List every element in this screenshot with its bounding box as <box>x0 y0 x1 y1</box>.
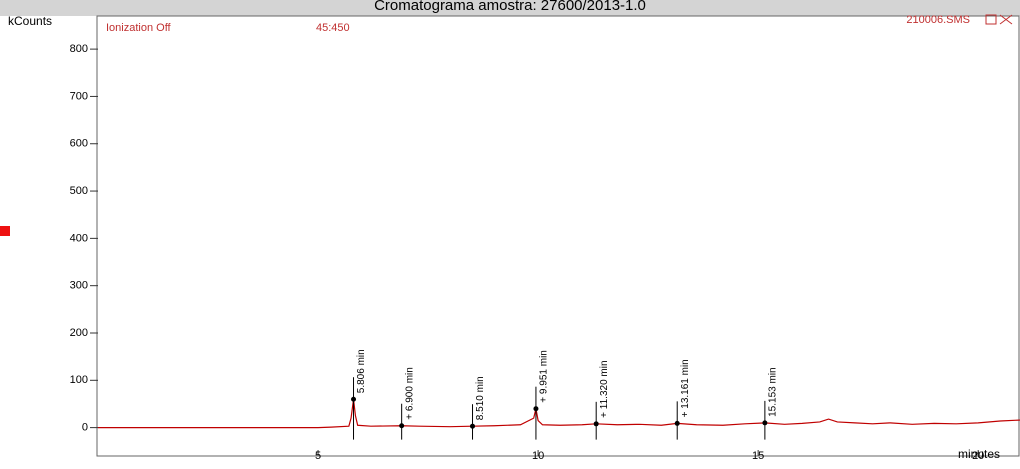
window-icon[interactable] <box>985 14 997 25</box>
peak-dot <box>351 396 357 402</box>
plot-area <box>96 15 1020 457</box>
peak-dot <box>470 423 476 429</box>
peak-dot <box>674 420 680 426</box>
y-tick-label: 0 <box>82 422 88 434</box>
ionization-status: Ionization Off <box>106 22 172 34</box>
close-icon[interactable] <box>999 14 1013 25</box>
peak-label: 8.510 min <box>475 376 486 420</box>
y-tick-label: 300 <box>70 280 88 292</box>
peak-label: + 13.161 min <box>680 359 691 417</box>
mass-range: 45:450 <box>316 22 350 34</box>
x-axis-label: minutes <box>958 447 1000 461</box>
y-axis-label: kCounts <box>8 14 52 28</box>
marker-square <box>0 226 10 236</box>
y-tick-label: 100 <box>70 374 88 386</box>
y-tick-label: 700 <box>70 90 88 102</box>
peak-label: 5.806 min <box>356 349 367 393</box>
y-tick-label: 600 <box>70 138 88 150</box>
peak-label: 15.153 min <box>768 367 779 416</box>
trace <box>98 399 1020 429</box>
x-tick-label: 5 <box>315 450 321 462</box>
title-bar <box>0 0 1020 16</box>
y-tick-label: 200 <box>70 327 88 339</box>
peak-label: + 6.900 min <box>404 367 415 420</box>
peak-label: + 9.951 min <box>539 350 550 403</box>
file-name: 210006.SMS <box>906 14 970 26</box>
peak-dot <box>593 421 599 427</box>
y-tick-label: 500 <box>70 185 88 197</box>
peak-label: + 11.320 min <box>599 360 610 417</box>
y-tick-label: 400 <box>70 232 88 244</box>
x-tick-label: 20 <box>972 450 984 462</box>
peak-dot <box>399 423 405 429</box>
y-tick-label: 800 <box>70 43 88 55</box>
chart-title: Cromatograma amostra: 27600/2013-1.0 <box>374 0 646 14</box>
x-tick-label: 15 <box>752 450 764 462</box>
peak-dot <box>762 420 768 426</box>
peak-dot <box>533 406 539 412</box>
x-tick-label: 10 <box>532 450 544 462</box>
